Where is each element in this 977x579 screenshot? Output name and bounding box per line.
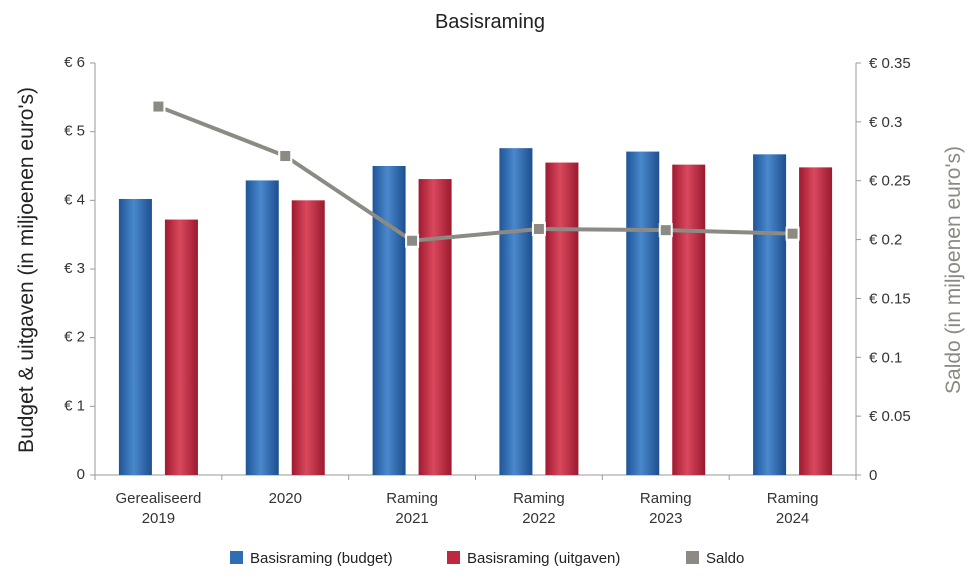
x-tick-label: Raming — [767, 490, 819, 507]
left-tick-label: € 2 — [64, 329, 85, 346]
saldo-point — [278, 148, 293, 163]
bar-uitgaven — [164, 219, 198, 475]
x-tick-label: 2020 — [269, 490, 302, 507]
x-tick-label: Gerealiseerd — [115, 490, 201, 507]
chart-title: Basisraming — [435, 11, 545, 33]
right-tick-label: € 0.05 — [869, 408, 911, 425]
legend-swatch — [447, 551, 460, 564]
legend-swatch — [686, 551, 699, 564]
bar-budget — [499, 148, 533, 475]
legend-swatch — [230, 551, 243, 564]
x-tick-label: 2024 — [776, 510, 809, 527]
legend: Basisraming (budget) Basisraming (uitgave… — [230, 550, 744, 567]
x-tick-label: 2019 — [142, 510, 175, 527]
x-tick-label: 2022 — [522, 510, 555, 527]
bar-uitgaven — [799, 167, 833, 475]
left-tick-label: 0 — [77, 466, 85, 483]
right-tick-label: € 0.35 — [869, 55, 911, 72]
bar-budget — [753, 154, 787, 475]
bar-budget — [245, 180, 279, 476]
right-tick-label: € 0.15 — [869, 290, 911, 307]
right-tick-label: € 0.1 — [869, 349, 902, 366]
x-tick-label: Raming — [640, 490, 692, 507]
right-tick-label: 0 — [869, 467, 877, 484]
bar-uitgaven — [672, 164, 706, 476]
saldo-point — [785, 226, 800, 241]
left-y-axis: 0 € 1 € 2 € 3 € 4 € 5 € 6 — [64, 54, 96, 483]
right-tick-label: € 0.2 — [869, 232, 902, 249]
saldo-point — [151, 99, 166, 114]
right-tick-label: € 0.25 — [869, 173, 911, 190]
left-tick-label: € 1 — [64, 397, 85, 414]
bar-series — [118, 148, 833, 476]
bar-budget — [626, 151, 660, 475]
x-tick-label: 2023 — [649, 510, 682, 527]
saldo-line — [157, 104, 793, 243]
bar-uitgaven — [291, 200, 325, 476]
left-tick-label: € 4 — [64, 191, 85, 208]
right-y-axis: 0 € 0.05 € 0.1 € 0.15 € 0.2 € 0.25 € 0.3 € 0.35 — [855, 55, 911, 484]
saldo-point — [531, 221, 546, 236]
bar-budget — [372, 166, 406, 475]
legend-label: Basisraming (budget) — [250, 550, 393, 567]
right-axis-title: Saldo (in miljoenen euro's) — [942, 146, 965, 394]
bar-uitgaven — [545, 162, 579, 476]
left-tick-label: € 5 — [64, 123, 85, 140]
right-tick-label: € 0.3 — [869, 114, 902, 131]
line-series — [151, 99, 800, 248]
saldo-point — [405, 233, 420, 248]
left-axis-title: Budget & uitgaven (in miljoenen euro's) — [15, 87, 38, 453]
x-tick-label: 2021 — [395, 510, 428, 527]
x-tick-label: Raming — [513, 490, 565, 507]
bar-budget — [118, 198, 152, 475]
legend-label: Basisraming (uitgaven) — [467, 550, 620, 567]
left-tick-label: € 3 — [64, 260, 85, 277]
x-tick-label: Raming — [386, 490, 438, 507]
bar-uitgaven — [418, 179, 452, 475]
legend-label: Saldo — [706, 550, 744, 567]
left-tick-label: € 6 — [64, 54, 85, 71]
saldo-point — [658, 223, 673, 238]
x-axis: Gerealiseerd 2019 2020 Raming 2021 Raming 2022… — [94, 474, 857, 527]
